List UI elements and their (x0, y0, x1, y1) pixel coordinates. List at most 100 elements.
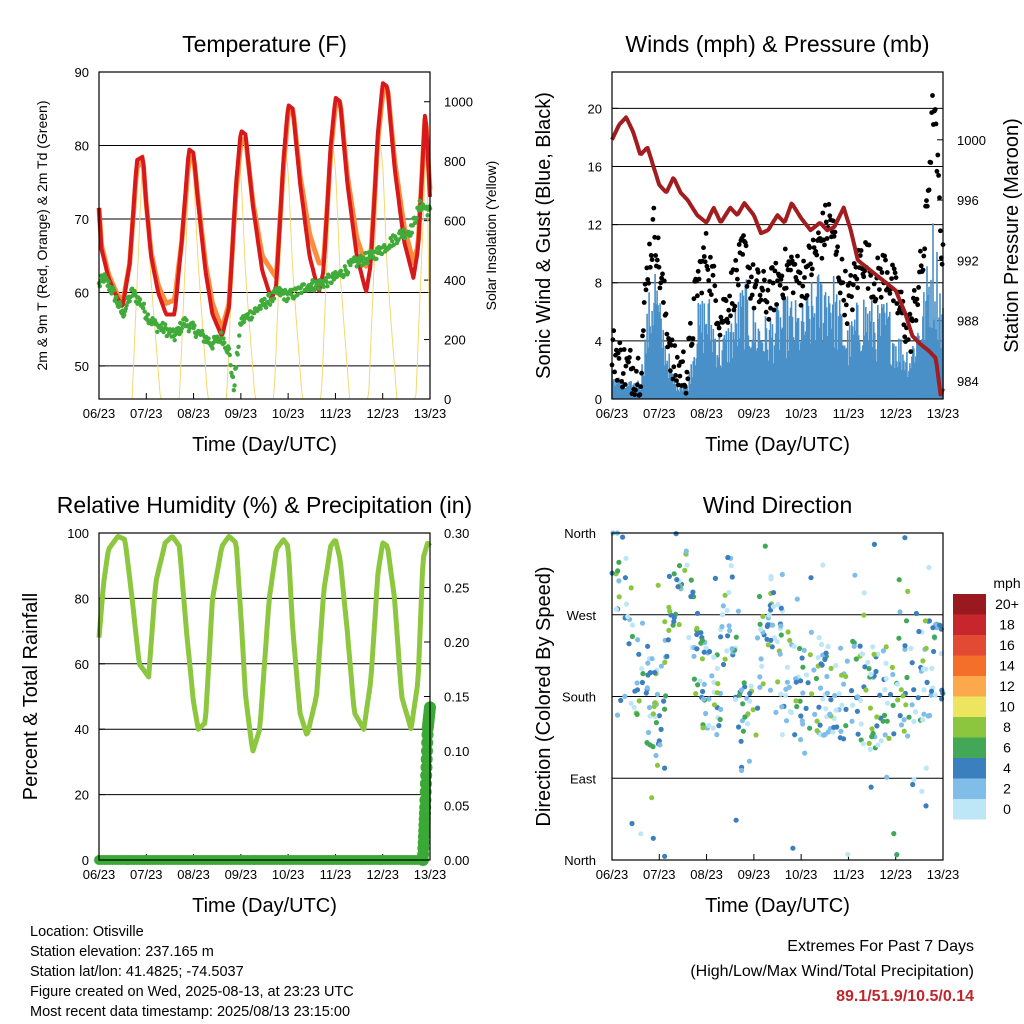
wind-direction-point (694, 625, 700, 631)
y-tick-label: 16 (588, 159, 602, 174)
wind-direction-point (729, 574, 735, 580)
wind-direction-point (885, 700, 891, 706)
gust-series-point (809, 272, 814, 278)
wind-direction-point (649, 795, 655, 801)
gust-series-point (826, 202, 832, 207)
dewpoint-2m-series-point (391, 242, 396, 248)
gust-series-point (641, 300, 647, 305)
gust-series-point (819, 255, 825, 261)
wind-direction-point (645, 660, 651, 666)
gust-series-point (727, 293, 732, 299)
gust-series-point (918, 248, 923, 254)
wind-direction-point (843, 673, 849, 680)
wind-direction-point (714, 690, 721, 696)
gust-series-point (861, 274, 867, 280)
wind-direction-point (797, 698, 803, 704)
wind-direction-point (622, 693, 628, 700)
wind-direction-point (891, 731, 897, 737)
wind-direction-point (857, 643, 863, 649)
wind-direction-point (747, 690, 753, 697)
wind-direction-point (639, 620, 646, 626)
wind-direction-point (931, 648, 937, 655)
gust-series-point (743, 243, 749, 249)
wind-direction-point (746, 758, 753, 764)
wind-direction-point (808, 575, 814, 581)
gust-series-point (682, 384, 688, 389)
gust-series-point (654, 257, 660, 263)
wind-direction-point (628, 700, 634, 706)
wind-direction-point (717, 716, 723, 723)
gust-series-point (750, 262, 756, 267)
gust-series-point (713, 298, 719, 304)
wind-direction-point (894, 852, 900, 858)
wind-direction-point (867, 705, 874, 711)
wind-direction-point (701, 696, 707, 702)
wind-direction-point (714, 665, 721, 672)
wind-direction-point (818, 661, 824, 667)
gust-series-point (918, 263, 924, 269)
gust-series-point (747, 265, 752, 271)
gust-series-point (792, 261, 798, 267)
wind-direction-point (697, 678, 703, 684)
gust-series-point (635, 355, 641, 361)
wind-direction-point (793, 698, 799, 704)
gust-series-point (647, 264, 653, 270)
wind-direction-point (853, 656, 859, 662)
dewpoint-2m-series-point (342, 264, 348, 269)
gust-series-point (732, 303, 738, 309)
wind-direction-point (855, 694, 861, 700)
gust-series-point (850, 307, 855, 313)
gust-series-point (734, 267, 739, 273)
gust-series-point (623, 363, 629, 369)
wind-direction-point (808, 629, 815, 635)
wind-direction-point (753, 732, 759, 738)
wind-direction-point (691, 676, 698, 682)
gust-series-point (804, 293, 810, 298)
gust-series-point (712, 283, 718, 289)
gust-series-point (827, 213, 833, 219)
x-axis-label: Time (Day/UTC) (192, 434, 337, 456)
wind-direction-point (676, 622, 682, 628)
wind-direction-point (858, 721, 864, 727)
gust-series-point (807, 245, 813, 251)
dewpoint-2m-series-point (417, 198, 422, 204)
wind-direction-point (881, 712, 888, 719)
gust-series-point (641, 328, 646, 333)
gust-series-point (910, 318, 915, 324)
wind-direction-point (913, 709, 919, 715)
x-tick-label: 11/23 (833, 867, 865, 882)
dewpoint-2m-series-point (192, 323, 197, 328)
figure-created: Figure created on Wed, 2025-08-13, at 23… (30, 984, 354, 1000)
wind-direction-point (726, 623, 732, 629)
gust-series-point (862, 268, 867, 274)
x-tick-label: 08/23 (690, 867, 723, 882)
wind-direction-point (890, 702, 896, 709)
wind-direction-point (862, 664, 868, 670)
wind-direction-point (733, 634, 739, 640)
gust-series-point (707, 288, 712, 294)
gust-series-point (672, 343, 678, 348)
wind-direction-point (613, 606, 620, 613)
x-tick-label: 09/23 (225, 867, 258, 882)
gust-series-point (762, 277, 767, 283)
wind-direction-point (939, 687, 945, 693)
dewpoint-2m-series-point (235, 352, 240, 357)
chart-panel-4: Wind Direction 06/23 07/23 08/23 09/23 10/23 1… (533, 492, 1021, 917)
wind-direction-point (727, 627, 733, 634)
wind-direction-point (883, 660, 889, 667)
gust-series-point (674, 378, 679, 383)
gust-series-point (921, 253, 927, 259)
wind-direction-point (725, 554, 731, 561)
y-tick-label: 60 (75, 657, 89, 672)
y2-tick-label: 984 (957, 374, 979, 389)
wind-direction-point (851, 643, 857, 649)
wind-direction-point (711, 654, 717, 660)
wind-direction-point (897, 713, 903, 719)
wind-direction-point (760, 681, 766, 687)
gust-series-point (690, 336, 696, 341)
x-tick-label: 10/23 (272, 406, 305, 421)
gust-series-point (871, 281, 877, 287)
gust-series-point (755, 269, 761, 275)
wind-direction-point (748, 683, 754, 689)
y2-tick-label: 992 (957, 253, 979, 268)
